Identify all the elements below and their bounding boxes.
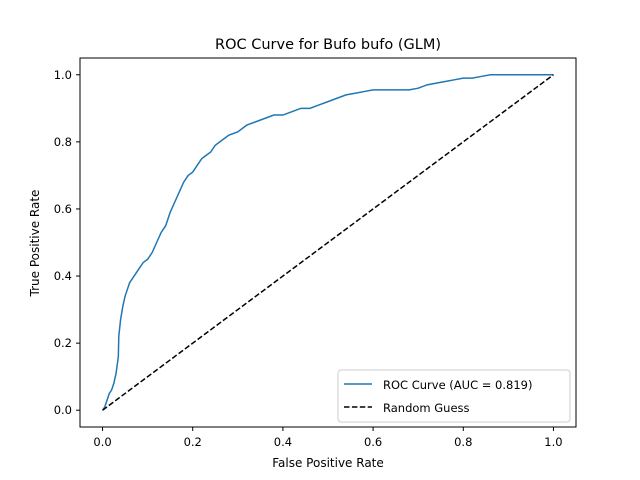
x-tick-label: 1.0 xyxy=(544,435,562,449)
legend-label-roc-curve: ROC Curve (AUC = 0.819) xyxy=(383,378,532,392)
series-layer xyxy=(101,74,554,411)
x-tick-label: 0.2 xyxy=(184,435,202,449)
legend: ROC Curve (AUC = 0.819) Random Guess xyxy=(337,369,571,423)
x-axis-ticks: 0.0 0.2 0.4 0.6 0.8 1.0 xyxy=(93,427,563,449)
chart-title: ROC Curve for Bufo bufo (GLM) xyxy=(215,37,441,53)
x-tick-label: 0.0 xyxy=(93,435,111,449)
y-tick-label: 0.4 xyxy=(54,269,72,283)
series-line-random-guess xyxy=(102,74,554,411)
x-tick-label: 0.8 xyxy=(454,435,472,449)
legend-label-random-guess: Random Guess xyxy=(383,401,470,415)
x-axis-label: False Positive Rate xyxy=(272,456,384,470)
y-tick-label: 0.8 xyxy=(54,135,72,149)
y-tick-label: 0.6 xyxy=(54,202,72,216)
y-tick-label: 1.0 xyxy=(54,68,72,82)
y-axis-label: True Positive Rate xyxy=(28,190,42,298)
y-axis-ticks: 0.0 0.2 0.4 0.6 0.8 1.0 xyxy=(54,68,80,417)
y-tick-label: 0.0 xyxy=(54,403,72,417)
legend-box xyxy=(337,369,571,423)
series-line-roc-curve-auc-0-819 xyxy=(101,74,554,411)
x-tick-label: 0.6 xyxy=(364,435,382,449)
x-tick-label: 0.4 xyxy=(274,435,292,449)
plot-frame xyxy=(79,57,577,428)
y-tick-label: 0.2 xyxy=(54,336,72,350)
